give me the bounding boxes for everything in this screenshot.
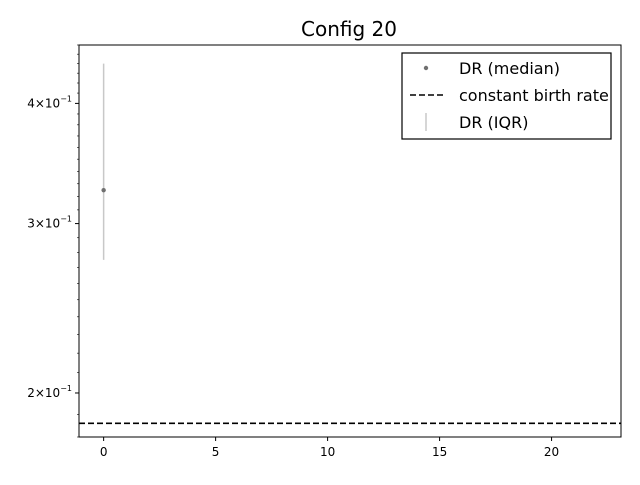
- y-tick-label: 4×10−1: [27, 94, 72, 110]
- legend-marker-point: [423, 65, 429, 71]
- x-tick-label: 15: [432, 445, 447, 459]
- plot-area: [79, 63, 621, 425]
- y-tick-label: 3×10−1: [27, 215, 72, 231]
- plot-frame: [78, 44, 622, 438]
- x-tick-label: 10: [320, 445, 335, 459]
- chart-title: Config 20: [301, 17, 397, 41]
- y-tick-label: 2×10−1: [27, 384, 72, 400]
- median-point: [101, 187, 106, 193]
- legend-box: [401, 52, 612, 140]
- x-tick-label: 20: [544, 445, 559, 459]
- legend-label: DR (IQR): [459, 113, 528, 132]
- legend-label: DR (median): [459, 59, 560, 78]
- x-tick-label: 5: [212, 445, 220, 459]
- legend-label: constant birth rate: [459, 86, 609, 105]
- legend: DR (median) constant birth rate DR (IQR): [401, 52, 612, 140]
- x-tick-label: 0: [100, 445, 108, 459]
- axes: 0 5 10 15 20 2×10−1 3×10−1 4×10−1: [27, 44, 622, 459]
